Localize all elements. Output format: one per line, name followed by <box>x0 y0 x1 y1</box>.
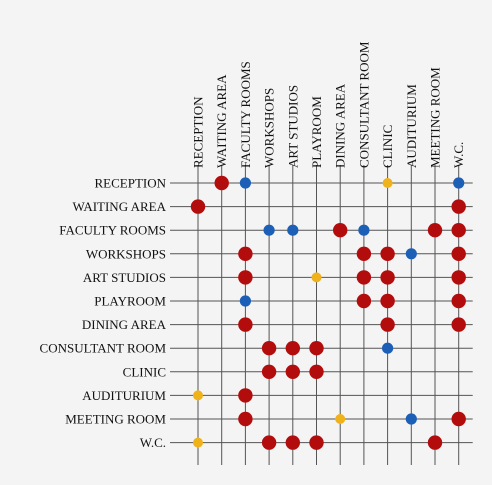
adjacency-dot-medium <box>287 224 299 236</box>
adjacency-dot-strong <box>356 246 372 261</box>
adjacency-dot-strong <box>451 246 466 261</box>
adjacency-dot-strong <box>238 270 253 285</box>
row-label: RECEPTION <box>95 176 167 191</box>
adjacency-dot-strong <box>285 341 300 356</box>
adjacency-dot-strong <box>214 175 229 191</box>
adjacency-dot-medium <box>453 177 465 189</box>
row-label: AUDITURIUM <box>82 388 166 403</box>
adjacency-dot-strong <box>427 435 443 450</box>
adjacency-dot-medium <box>239 295 251 307</box>
adjacency-dot-strong <box>427 223 443 238</box>
row-label: PLAYROOM <box>94 294 166 309</box>
column-label: WORKSHOPS <box>262 88 277 168</box>
adjacency-dot-strong <box>285 364 300 379</box>
adjacency-dot-strong <box>309 435 324 450</box>
adjacency-dot-strong <box>238 388 253 403</box>
row-label: WORKSHOPS <box>86 246 166 261</box>
column-label: CONSULTANT ROOM <box>356 41 371 168</box>
column-label: AUDITURIUM <box>404 84 419 168</box>
column-label: FACULTY ROOMS <box>238 61 253 168</box>
adjacency-dot-strong <box>451 293 466 309</box>
adjacency-dot-strong <box>309 341 324 356</box>
column-label: CLINIC <box>380 125 395 168</box>
adjacency-dot-strong <box>333 223 348 238</box>
row-label: DINING AREA <box>82 317 167 332</box>
row-label: W.C. <box>140 435 166 450</box>
adjacency-dot-strong <box>238 411 253 427</box>
column-label: MEETING ROOM <box>428 67 443 168</box>
adjacency-dot-strong <box>451 223 466 238</box>
adjacency-dot-strong <box>356 293 372 309</box>
column-label: PLAYROOM <box>309 96 324 168</box>
adjacency-dot-strong <box>261 364 277 379</box>
adjacency-dot-medium <box>382 342 394 354</box>
column-label: W.C. <box>451 142 466 168</box>
adjacency-dot-strong <box>309 364 324 379</box>
adjacency-dot-medium <box>239 177 251 189</box>
adjacency-dot-weak <box>193 437 203 448</box>
row-label: FACULTY ROOMS <box>59 223 166 238</box>
adjacency-dot-weak <box>382 178 393 188</box>
column-label: DINING AREA <box>333 83 348 168</box>
adjacency-dot-strong <box>451 317 466 332</box>
adjacency-dot-strong <box>238 317 253 332</box>
adjacency-dot-strong <box>451 199 466 214</box>
row-label: MEETING ROOM <box>65 412 166 427</box>
adjacency-dot-strong <box>190 199 206 214</box>
adjacency-dot-medium <box>405 413 417 425</box>
adjacency-dot-weak <box>311 272 322 283</box>
row-label: ART STUDIOS <box>83 270 166 285</box>
adjacency-dot-medium <box>405 248 417 260</box>
row-label: CONSULTANT ROOM <box>40 341 167 356</box>
adjacency-dot-strong <box>451 270 466 285</box>
column-label: RECEPTION <box>191 96 206 168</box>
adjacency-dot-strong <box>380 270 395 285</box>
adjacency-dot-weak <box>335 414 346 424</box>
adjacency-dot-medium <box>358 224 370 236</box>
row-label: WAITING AREA <box>72 199 166 214</box>
adjacency-dot-weak <box>193 390 203 401</box>
adjacency-dot-strong <box>285 435 300 450</box>
adjacency-dot-strong <box>380 293 395 309</box>
adjacency-dot-strong <box>451 411 466 427</box>
adjacency-dot-strong <box>261 341 277 356</box>
adjacency-dot-strong <box>380 246 395 261</box>
adjacency-dot-strong <box>238 246 253 261</box>
column-label: ART STUDIOS <box>285 85 300 168</box>
adjacency-dot-strong <box>261 435 277 450</box>
column-label: WAITING AREA <box>214 74 229 168</box>
adjacency-dot-strong <box>356 270 372 285</box>
row-label: CLINIC <box>123 364 166 379</box>
adjacency-dot-strong <box>380 317 395 332</box>
adjacency-dot-medium <box>263 224 275 236</box>
